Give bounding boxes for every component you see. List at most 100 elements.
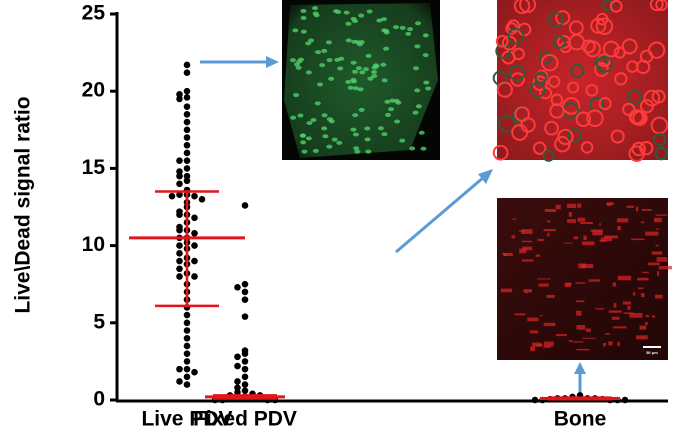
x-tick-label: Bone — [554, 408, 607, 431]
cell — [300, 29, 307, 34]
arrow-head — [478, 169, 493, 184]
bone-signal — [656, 257, 668, 262]
bone-signal — [523, 289, 532, 293]
data-point — [191, 229, 198, 237]
bone-signal — [519, 248, 527, 254]
cell — [622, 102, 636, 116]
bone-signal — [547, 232, 550, 237]
data-point — [168, 192, 176, 200]
cell — [317, 82, 324, 87]
cell — [372, 63, 379, 68]
bone-signal — [631, 238, 645, 241]
cell — [310, 118, 317, 123]
bone-signal — [576, 348, 590, 351]
cell — [584, 40, 602, 58]
cell — [352, 69, 359, 74]
bone-signal — [627, 305, 631, 310]
bone-signal — [576, 300, 585, 303]
bone-signal — [546, 294, 555, 298]
bone-signal — [637, 287, 644, 290]
data-point — [176, 242, 183, 249]
cell — [549, 103, 565, 119]
data-point — [191, 192, 198, 200]
data-point — [183, 334, 191, 342]
bone-signal — [605, 333, 610, 335]
data-point — [176, 273, 183, 280]
bone-signal — [641, 209, 652, 211]
bone-signal — [544, 208, 556, 212]
bone-signal — [645, 231, 659, 236]
cell — [356, 42, 363, 47]
cell — [580, 141, 594, 154]
cell — [343, 10, 350, 15]
bone-signal — [581, 264, 594, 269]
cell — [425, 86, 432, 91]
cell — [293, 93, 300, 98]
data-point — [183, 149, 191, 157]
cell — [335, 9, 342, 14]
data-point — [183, 365, 191, 373]
cell — [357, 87, 364, 92]
data-point — [176, 172, 183, 180]
cell — [654, 146, 669, 161]
cell — [601, 0, 615, 12]
cell — [380, 62, 387, 67]
data-point — [183, 177, 191, 185]
data-point — [183, 103, 191, 110]
cell — [631, 141, 646, 157]
cell — [422, 53, 429, 58]
bone-signal — [521, 259, 534, 262]
cell — [594, 62, 609, 77]
bone-signal — [655, 244, 659, 247]
bone-signal — [514, 313, 526, 316]
cell — [300, 9, 307, 14]
bone-signal — [539, 315, 543, 317]
data-point — [198, 195, 206, 203]
cell — [350, 16, 357, 21]
data-point — [183, 319, 191, 327]
cell — [385, 112, 392, 117]
bone-signal — [585, 328, 591, 332]
data-point — [234, 378, 241, 385]
bone-signal — [556, 334, 567, 337]
cell — [544, 120, 559, 136]
cell — [498, 114, 517, 133]
cell — [639, 99, 655, 114]
bone-signal — [538, 283, 549, 287]
cell — [529, 82, 546, 98]
cell — [352, 113, 359, 118]
arrow-head — [266, 56, 279, 68]
cell — [507, 27, 525, 45]
data-point — [176, 180, 183, 188]
cell — [649, 0, 664, 12]
arrows — [200, 56, 586, 395]
bone-signal — [600, 237, 613, 242]
cell — [345, 38, 352, 43]
cell — [322, 134, 329, 139]
cell — [510, 72, 525, 87]
cell — [297, 113, 304, 118]
cell — [326, 144, 333, 149]
arrow — [395, 175, 485, 254]
data-point — [191, 273, 198, 280]
data-point — [183, 373, 191, 381]
cell — [393, 98, 400, 103]
micrographs: 50 μm — [282, 0, 673, 360]
cell — [414, 44, 421, 49]
bone-signal — [608, 310, 622, 313]
cell — [383, 46, 390, 51]
data-point — [241, 280, 249, 288]
bone-signal — [576, 310, 582, 316]
bone-signal — [651, 251, 663, 255]
bone-signal — [580, 222, 593, 225]
data-point — [176, 365, 183, 373]
cell — [492, 144, 509, 161]
bone-signal — [544, 341, 554, 347]
cell — [420, 146, 427, 151]
bone-signal — [568, 212, 573, 217]
bone-signal — [522, 240, 533, 243]
cell — [367, 76, 374, 81]
cell — [557, 128, 574, 146]
data-point — [176, 257, 183, 265]
cell — [643, 89, 661, 107]
